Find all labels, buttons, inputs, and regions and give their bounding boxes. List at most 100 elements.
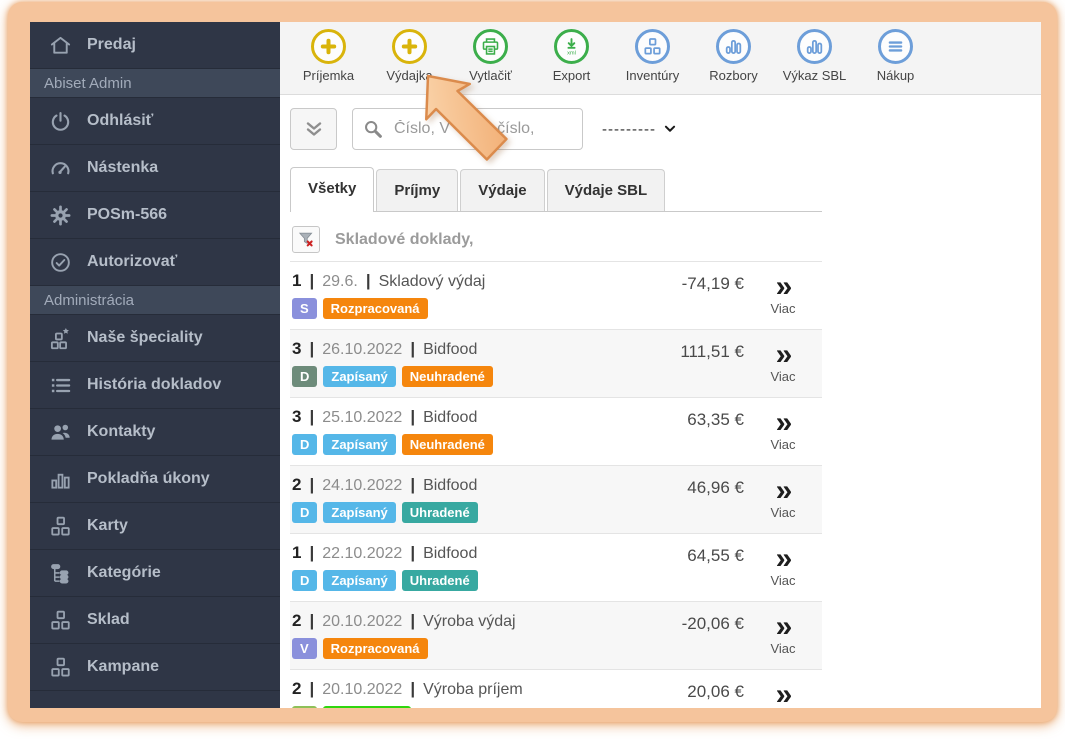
search-box [352,108,583,150]
doc-type-badge: V [292,638,317,659]
printer-circle-icon [473,29,508,64]
sidebar: Predaj Abiset Admin Odhlásiť Nástenka PO… [30,22,280,708]
sidebar-item-sklad[interactable]: Sklad [30,597,280,644]
table-row[interactable]: 2 | 24.10.2022 | Bidfood D Zapísaný Uhrade… [290,465,822,533]
doc-type-badge: D [292,366,318,387]
table-row[interactable]: 1 | 22.10.2022 | Bidfood D Zapísaný Uhrade… [290,533,822,601]
sidebar-item-autorizovat[interactable]: Autorizovať [30,239,280,286]
filter-dropdown[interactable]: --------- [602,121,677,138]
doc-title: Bidfood [423,477,478,494]
doc-title: Bidfood [423,341,478,358]
sidebar-item-karty[interactable]: Karty [30,503,280,550]
more-button[interactable]: » Viac [770,406,796,453]
toolbar-button-prijemka[interactable]: Príjemka [288,29,369,83]
more-button[interactable]: » Viac [770,610,796,657]
sidebar-item-label: POSm-566 [87,206,168,223]
sidebar-item-posm[interactable]: POSm-566 [30,192,280,239]
dashboard-icon [48,156,72,180]
sidebar-item-pokladna-ukony[interactable]: Pokladňa úkony [30,456,280,503]
doc-count: 1 [292,543,302,562]
sidebar-item-label: Karty [87,517,128,534]
status-badge: Zapísaný [323,502,396,523]
toolbar-button-vytlacit[interactable]: Vytlačiť [450,29,531,83]
doc-type-badge: D [292,502,318,523]
sidebar-item-label: Nástenka [87,159,159,176]
blocks-star-icon [48,326,72,350]
sidebar-item-kategorie[interactable]: Kategórie [30,550,280,597]
search-row: --------- [290,108,1041,150]
doc-amount: 64,55 € [687,546,744,565]
doc-type-badge: D [292,434,318,455]
svg-text:xml: xml [567,50,576,56]
status-badge: Zapísaný [323,366,396,387]
table-row[interactable]: 3 | 26.10.2022 | Bidfood D Zapísaný Neuhra… [290,329,822,397]
sidebar-item-kontakty[interactable]: Kontakty [30,409,280,456]
doc-amount: 63,35 € [687,410,744,429]
doc-count: 3 [292,407,302,426]
toolbar-button-export[interactable]: xml Export [531,29,612,83]
status-badge: Zapísaný [323,570,396,591]
toolbar-button-inventury[interactable]: Inventúry [612,29,693,83]
bar-chart-circle-icon [797,29,832,64]
doc-type-badge: D [292,570,318,591]
sidebar-item-label: História dokladov [87,376,222,393]
doc-amount: 20,06 € [687,682,744,701]
sidebar-item-label: Naše špeciality [87,329,203,346]
sidebar-item-historia-dokladov[interactable]: História dokladov [30,362,280,409]
toolbar: Príjemka Výdajka Vytlačiť xml Export [280,22,1041,95]
export-xml-circle-icon: xml [554,29,589,64]
tab-prijmy[interactable]: Príjmy [376,169,459,211]
sidebar-item-odhlasit[interactable]: Odhlásiť [30,98,280,145]
filter-dropdown-value: --------- [602,120,656,138]
table-row[interactable]: 2 | 20.10.2022 | Výroba výdaj V Rozpracova… [290,601,822,669]
doc-date: 29.6. [322,273,358,290]
doc-date: 20.10.2022 [322,681,403,698]
payment-badge: Uhradené [401,502,478,523]
sidebar-item-predaj[interactable]: Predaj [30,22,280,69]
tab-vydaje-sbl[interactable]: Výdaje SBL [546,169,666,211]
toolbar-button-nakup[interactable]: Nákup [855,29,936,83]
list-title: Skladové doklady, [335,230,474,248]
sidebar-item-nastenka[interactable]: Nástenka [30,145,280,192]
doc-title: Bidfood [423,545,478,562]
table-row[interactable]: 2| 20.10.2022| Výroba príjem V Na kontro… [290,669,822,708]
more-button[interactable]: » Viac [770,542,796,589]
search-input[interactable] [392,119,573,139]
doc-amount: 111,51 € [680,342,744,361]
sidebar-item-nase-speciality[interactable]: Naše špeciality [30,315,280,362]
clear-filter-button[interactable] [292,226,320,253]
doc-count: 1 [292,271,302,290]
main-area: Príjemka Výdajka Vytlačiť xml Export [280,22,1041,708]
double-chevron-right-icon: » [775,270,793,303]
more-button[interactable]: » Viac [744,679,822,709]
tab-vsetky[interactable]: Všetky [290,167,375,212]
people-icon [48,420,72,444]
doc-date: 25.10.2022 [322,409,403,426]
tab-vydaje[interactable]: Výdaje [460,169,545,211]
doc-amount: 46,96 € [687,478,744,497]
table-row[interactable]: 1 | 29.6. | Skladový výdaj S Rozpracovaná … [290,261,822,329]
sidebar-item-kampane[interactable]: Kampane [30,644,280,691]
status-badge: Na kontrolu [322,706,411,708]
status-badge: Rozpracovaná [322,298,428,319]
double-chevron-right-icon: » [775,474,793,507]
tab-bar: Všetky Príjmy Výdaje Výdaje SBL [290,167,822,212]
toolbar-button-vydajka[interactable]: Výdajka [369,29,450,83]
tree-icon [48,561,72,585]
doc-date: 22.10.2022 [322,545,403,562]
bar-chart-icon [48,467,72,491]
collapse-filters-button[interactable] [290,108,337,150]
double-chevron-right-icon: » [775,406,793,439]
table-row[interactable]: 3 | 25.10.2022 | Bidfood D Zapísaný Neuhra… [290,397,822,465]
toolbar-button-vykaz-sbl[interactable]: Výkaz SBL [774,29,855,83]
more-button[interactable]: » Viac [770,270,796,317]
power-icon [48,109,72,133]
toolbar-button-rozbory[interactable]: Rozbory [693,29,774,83]
double-chevron-right-icon: » [775,338,793,371]
sidebar-item-label: Pokladňa úkony [87,470,210,487]
search-icon [365,121,382,138]
more-button[interactable]: » Viac [770,338,796,385]
payment-badge: Uhradené [401,570,478,591]
more-button[interactable]: » Viac [770,474,796,521]
chevron-down-icon [664,125,676,132]
